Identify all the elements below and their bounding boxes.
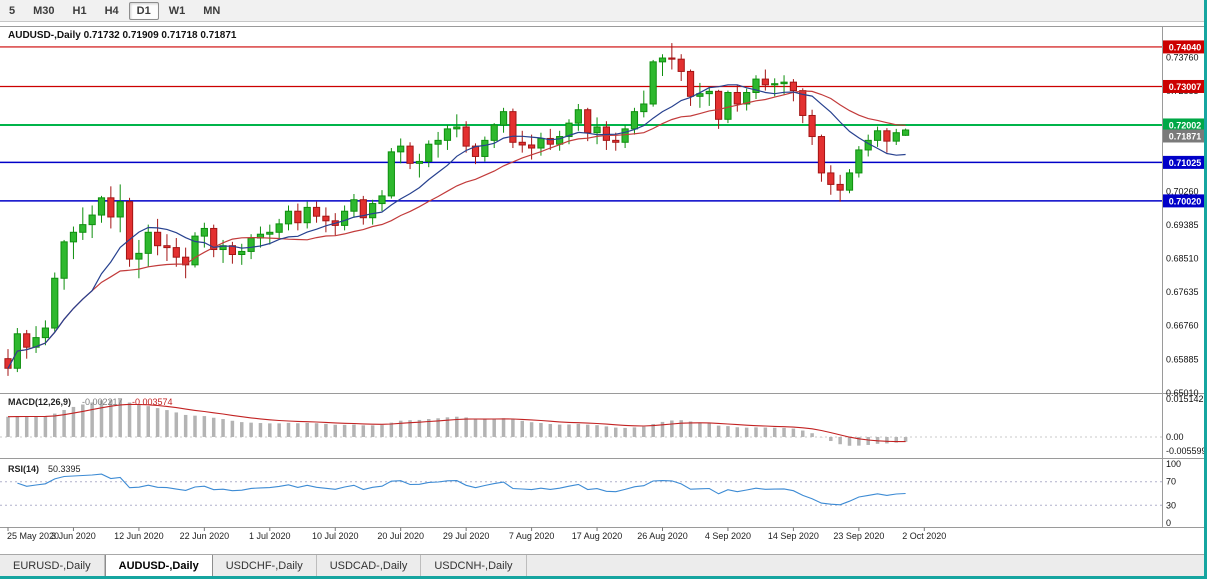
- svg-text:0.00: 0.00: [1166, 432, 1184, 442]
- chart-tab-usdcad[interactable]: USDCAD-,Daily: [317, 555, 422, 576]
- svg-text:25 May 2020: 25 May 2020: [7, 531, 59, 541]
- svg-text:RSI(14): RSI(14): [8, 464, 39, 474]
- svg-text:0.015142: 0.015142: [1166, 394, 1204, 404]
- svg-text:0.66760: 0.66760: [1166, 321, 1199, 331]
- svg-text:10 Jul 2020: 10 Jul 2020: [312, 531, 359, 541]
- timeframe-button-h4[interactable]: H4: [104, 4, 119, 17]
- chart-tab-usdcnh[interactable]: USDCNH-,Daily: [421, 555, 527, 576]
- svg-text:0: 0: [1166, 518, 1171, 528]
- svg-text:50.3395: 50.3395: [48, 464, 81, 474]
- svg-text:12 Jun 2020: 12 Jun 2020: [114, 531, 164, 541]
- chart-tabs-bar: EURUSD-,Daily AUDUSD-,Daily USDCHF-,Daily U…: [0, 554, 1204, 576]
- rsi-panel[interactable]: [0, 462, 1162, 525]
- svg-text:7 Aug 2020: 7 Aug 2020: [509, 531, 555, 541]
- svg-text:0.65885: 0.65885: [1166, 354, 1199, 364]
- svg-text:3 Jun 2020: 3 Jun 2020: [51, 531, 96, 541]
- svg-text:0.73760: 0.73760: [1166, 53, 1199, 63]
- window-border-bottom: [0, 576, 1207, 579]
- svg-text:22 Jun 2020: 22 Jun 2020: [180, 531, 230, 541]
- svg-text:0.67635: 0.67635: [1166, 287, 1199, 297]
- svg-text:0.70260: 0.70260: [1166, 187, 1199, 197]
- main-chart-panel[interactable]: [0, 27, 1162, 392]
- svg-text:AUDUSD-,Daily 0.71732 0.71909: AUDUSD-,Daily 0.71732 0.71909 0.71718 0.…: [8, 30, 237, 41]
- timeframe-button-5[interactable]: 5: [9, 4, 16, 17]
- svg-text:0.65010: 0.65010: [1166, 388, 1199, 398]
- svg-text:26 Aug 2020: 26 Aug 2020: [637, 531, 688, 541]
- svg-text:23 Sep 2020: 23 Sep 2020: [833, 531, 884, 541]
- svg-text:0.71871: 0.71871: [1169, 131, 1202, 141]
- svg-text:-0.003574: -0.003574: [132, 397, 173, 407]
- svg-text:-0.002217: -0.002217: [82, 397, 123, 407]
- svg-text:0.69385: 0.69385: [1166, 220, 1199, 230]
- timeframe-button-d1[interactable]: D1: [128, 1, 159, 20]
- svg-text:MACD(12,26,9): MACD(12,26,9): [8, 397, 71, 407]
- chart-tab-audusd[interactable]: AUDUSD-,Daily: [104, 555, 213, 576]
- svg-text:30: 30: [1166, 500, 1176, 510]
- svg-text:100: 100: [1166, 459, 1181, 469]
- timeframe-button-h1[interactable]: H1: [72, 4, 87, 17]
- svg-text:17 Aug 2020: 17 Aug 2020: [572, 531, 623, 541]
- svg-text:29 Jul 2020: 29 Jul 2020: [443, 531, 490, 541]
- svg-text:0.68510: 0.68510: [1166, 254, 1199, 264]
- timeframe-button-w1[interactable]: W1: [168, 4, 186, 17]
- window-border-right: [1204, 0, 1207, 579]
- chart-tab-eurusd[interactable]: EURUSD-,Daily: [0, 555, 105, 576]
- svg-text:1 Jul 2020: 1 Jul 2020: [249, 531, 291, 541]
- macd-panel[interactable]: [0, 395, 1162, 455]
- chart-area[interactable]: 0.737600.728850.702600.693850.685100.676…: [0, 22, 1207, 554]
- svg-text:0.74040: 0.74040: [1169, 42, 1202, 52]
- svg-text:4 Sep 2020: 4 Sep 2020: [705, 531, 751, 541]
- chart-tab-usdchf[interactable]: USDCHF-,Daily: [213, 555, 317, 576]
- svg-text:-0.005599: -0.005599: [1166, 446, 1207, 456]
- timeframe-button-mn[interactable]: MN: [203, 4, 221, 17]
- svg-text:2 Oct 2020: 2 Oct 2020: [902, 531, 946, 541]
- svg-text:20 Jul 2020: 20 Jul 2020: [377, 531, 424, 541]
- svg-text:0.71025: 0.71025: [1169, 158, 1202, 168]
- svg-text:0.73007: 0.73007: [1169, 82, 1202, 92]
- svg-text:0.70020: 0.70020: [1169, 196, 1202, 206]
- timeframe-toolbar: 5 M30 H1 H4 D1 W1 MN: [0, 0, 1207, 22]
- svg-text:0.72002: 0.72002: [1169, 120, 1202, 130]
- svg-text:70: 70: [1166, 477, 1176, 487]
- price-chart[interactable]: 0.737600.728850.702600.693850.685100.676…: [0, 22, 1207, 554]
- svg-text:14 Sep 2020: 14 Sep 2020: [768, 531, 819, 541]
- timeframe-button-m30[interactable]: M30: [33, 4, 55, 17]
